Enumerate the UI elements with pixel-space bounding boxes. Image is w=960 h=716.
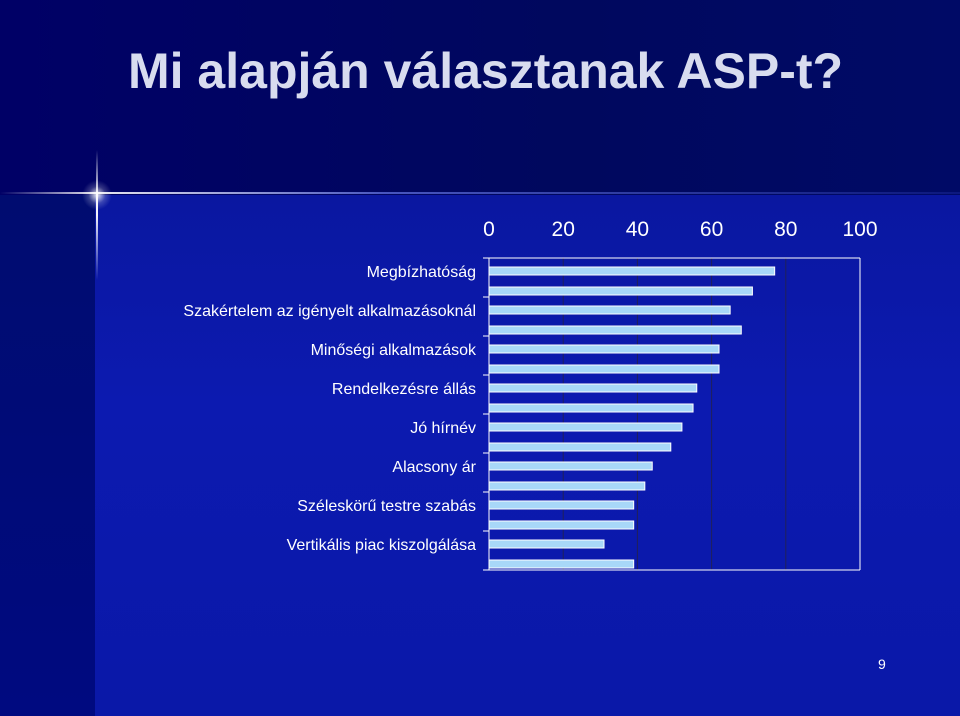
bar	[488, 559, 635, 569]
bar	[488, 305, 731, 315]
category-label: Széleskörű testre szabás	[297, 498, 476, 515]
decorative-horizontal-line	[0, 192, 960, 194]
category-label: Minőségi alkalmazások	[311, 342, 477, 359]
bar	[488, 461, 653, 471]
bar	[488, 344, 720, 354]
slide-title: Mi alapján választanak ASP-t?	[128, 43, 844, 99]
x-tick-label: 20	[552, 218, 575, 241]
x-tick-label: 80	[774, 218, 797, 241]
title-band	[0, 0, 960, 195]
bar	[488, 403, 694, 413]
content-area	[95, 195, 960, 716]
bar	[488, 442, 672, 452]
bar	[488, 520, 635, 530]
bar	[488, 422, 683, 432]
category-label: Megbízhatóság	[367, 264, 476, 281]
bar	[488, 383, 698, 393]
page-number: 9	[878, 656, 886, 672]
bar	[488, 539, 605, 549]
x-tick-label: 60	[700, 218, 723, 241]
x-tick-label: 40	[626, 218, 649, 241]
category-label: Rendelkezésre állás	[332, 381, 476, 398]
bar	[488, 364, 720, 374]
category-label: Jó hírnév	[410, 420, 476, 437]
bar	[488, 286, 753, 296]
left-band	[0, 195, 95, 716]
decorative-light-flare	[82, 180, 112, 210]
bar	[488, 500, 635, 510]
category-label: Alacsony ár	[392, 459, 476, 476]
bar	[488, 325, 742, 335]
bar	[488, 481, 646, 491]
x-tick-label: 100	[842, 218, 877, 241]
bar	[488, 266, 776, 276]
category-label: Szakértelem az igényelt alkalmazásoknál	[183, 303, 476, 320]
x-tick-label: 0	[483, 218, 495, 241]
category-label: Vertikális piac kiszolgálása	[287, 537, 477, 554]
decorative-vertical-line	[96, 150, 98, 280]
